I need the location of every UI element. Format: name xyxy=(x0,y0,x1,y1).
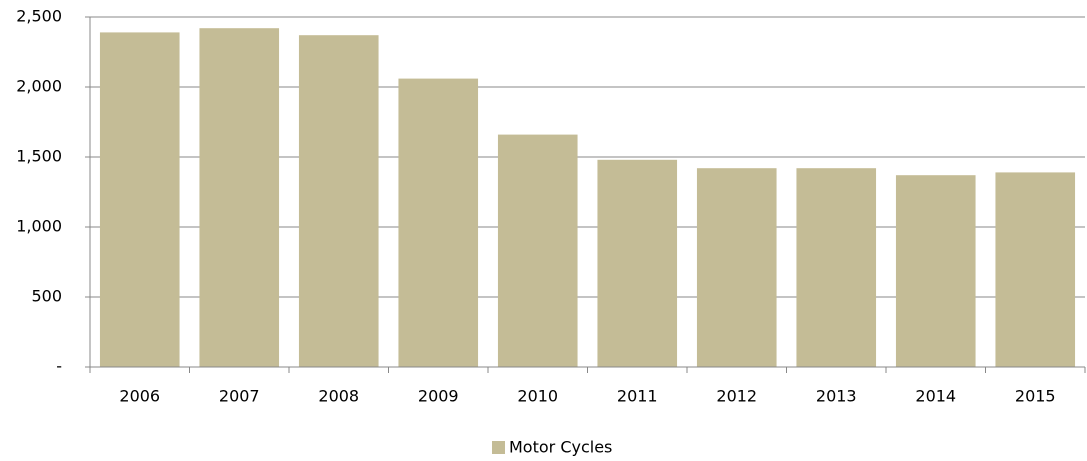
y-tick-label: 2,000 xyxy=(16,77,62,96)
x-tick-label: 2006 xyxy=(119,387,160,406)
y-tick-label: 1,500 xyxy=(16,147,62,166)
bar xyxy=(99,32,180,368)
bar xyxy=(398,78,479,367)
x-tick-label: 2015 xyxy=(1015,387,1056,406)
bar xyxy=(995,172,1076,367)
bar xyxy=(597,159,678,367)
bar xyxy=(497,134,578,367)
x-tick-label: 2012 xyxy=(716,387,757,406)
bar xyxy=(895,175,976,367)
y-tick-label: 500 xyxy=(31,287,62,306)
y-tick-label: 1,000 xyxy=(16,217,62,236)
bar xyxy=(199,28,280,367)
x-tick-label: 2008 xyxy=(318,387,359,406)
x-tick-label: 2013 xyxy=(816,387,857,406)
x-tick-label: 2014 xyxy=(915,387,956,406)
bar xyxy=(298,35,379,367)
x-tick-label: 2009 xyxy=(418,387,459,406)
legend-label: Motor Cycles xyxy=(509,438,612,457)
y-tick-label: - xyxy=(56,357,62,376)
x-tick-label: 2010 xyxy=(517,387,558,406)
bar xyxy=(796,168,877,367)
legend-swatch xyxy=(492,441,505,454)
bar xyxy=(696,168,777,367)
x-tick-label: 2011 xyxy=(617,387,658,406)
x-tick-label: 2007 xyxy=(219,387,260,406)
y-tick-label: 2,500 xyxy=(16,7,62,26)
